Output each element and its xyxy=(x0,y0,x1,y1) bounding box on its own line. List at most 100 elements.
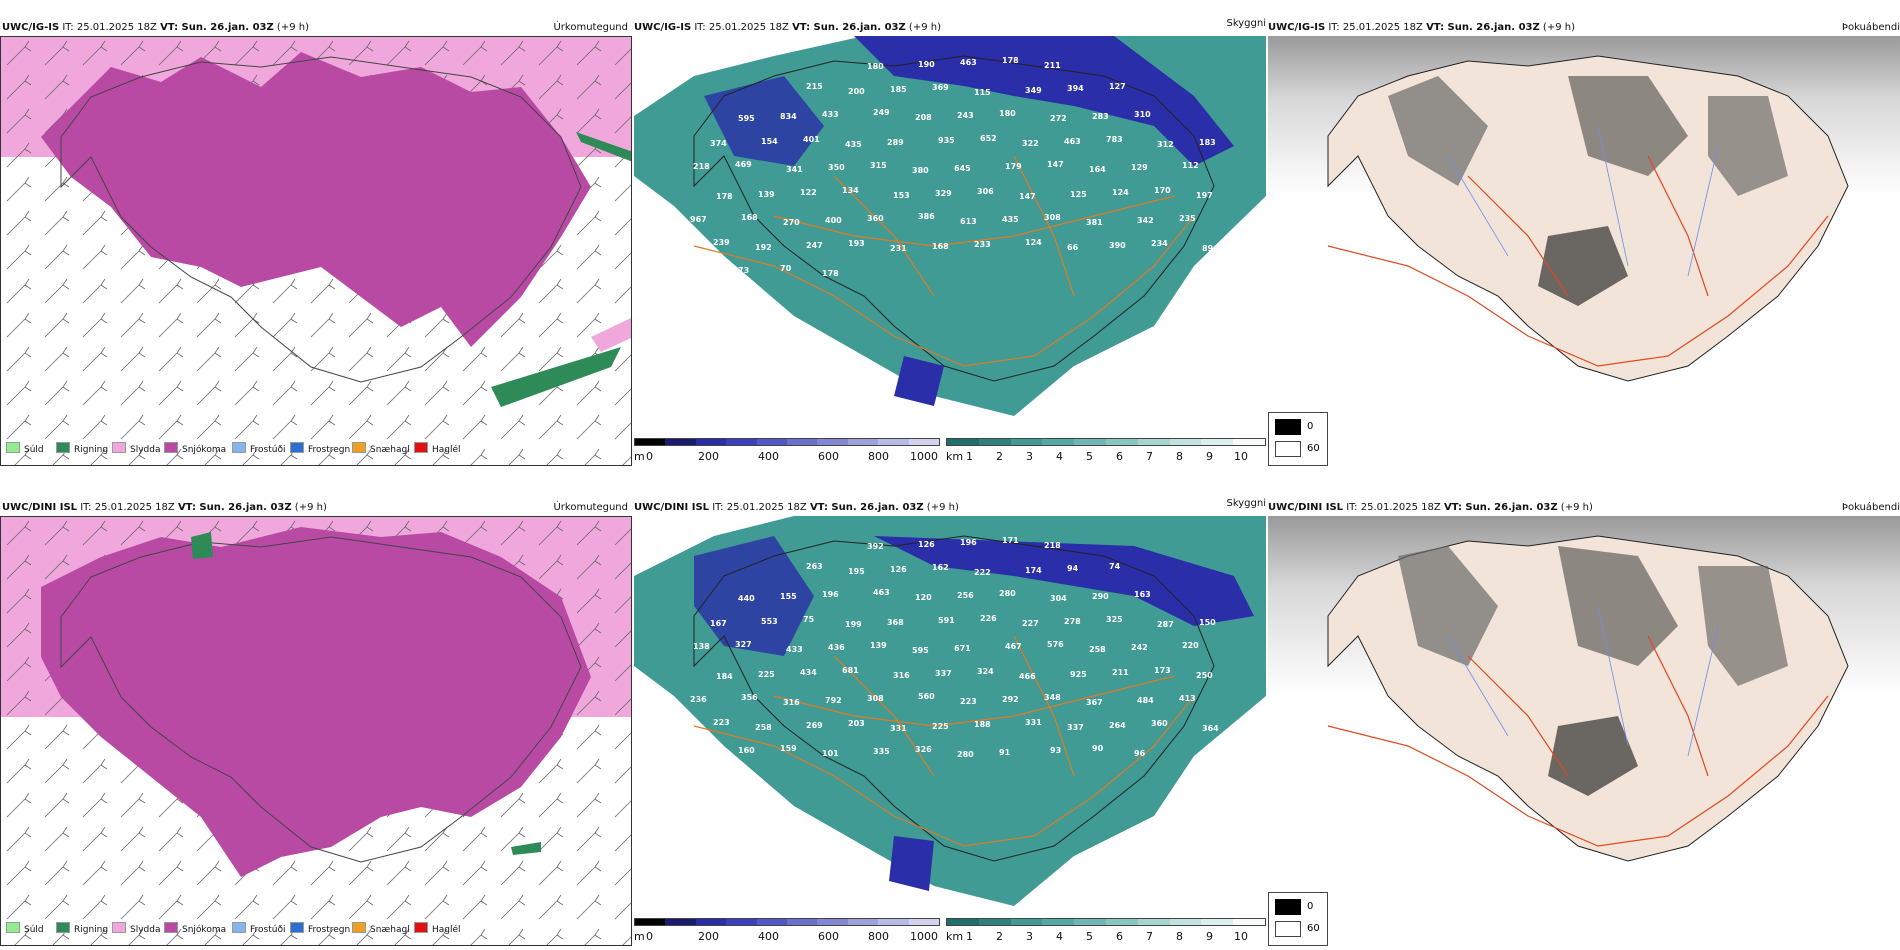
ceiling-value-label: 591 xyxy=(938,616,955,625)
colorbar-unit: m xyxy=(634,930,645,943)
ceiling-value-label: 129 xyxy=(1131,163,1148,172)
visibility-colorbar: km 1 2 3 4 5 6 7 8 9 10 xyxy=(946,918,1266,946)
ceiling-value-label: 469 xyxy=(735,160,752,169)
ceiling-value-label: 264 xyxy=(1109,721,1126,730)
fog-legend-tick: 0 xyxy=(1307,421,1314,432)
ceiling-value-label: 220 xyxy=(1182,641,1199,650)
lead-time: (+9 h) xyxy=(1542,22,1575,33)
ceiling-value-label: 96 xyxy=(1134,749,1146,758)
ceiling-value-label: 360 xyxy=(867,214,884,223)
colorbar-tick: 2 xyxy=(996,930,1003,943)
legend-item: Haglél xyxy=(414,442,461,455)
precip-legend: Súld Rigning Slydda Snjókoma Frostúði Fr… xyxy=(4,442,464,456)
ceiling-value-label: 436 xyxy=(828,643,845,652)
ceiling-value-label: 381 xyxy=(1086,218,1103,227)
fog-map-svg xyxy=(1268,516,1900,916)
colorbar-tick: 400 xyxy=(758,450,779,463)
ceiling-value-label: 463 xyxy=(873,588,890,597)
valid-time: VT: Sun. 26.jan. 03Z xyxy=(792,22,906,33)
colorbar-tick: 5 xyxy=(1086,930,1093,943)
fog-map-svg xyxy=(1268,36,1900,436)
ceiling-value-label: 329 xyxy=(935,189,952,198)
ceiling-value-label: 218 xyxy=(1044,541,1061,550)
ceiling-value-label: 171 xyxy=(1002,536,1019,545)
ceiling-value-label: 327 xyxy=(735,640,752,649)
rain-streak xyxy=(576,132,631,162)
valid-time: VT: Sun. 26.jan. 03Z xyxy=(1426,22,1540,33)
valid-time: VT: Sun. 26.jan. 03Z xyxy=(809,502,924,513)
ceiling-value-label: 325 xyxy=(1106,615,1123,624)
ceiling-value-label: 783 xyxy=(1106,135,1123,144)
sleet-patch xyxy=(591,317,631,352)
ceiling-value-label: 178 xyxy=(1002,56,1019,65)
init-time: IT: 25.01.2025 18Z xyxy=(1328,22,1423,33)
model-name: UWC/IG-IS xyxy=(634,22,692,33)
colorbar-tick: 800 xyxy=(868,930,889,943)
ceiling-value-label: 226 xyxy=(980,614,997,623)
ceiling-value-label: 324 xyxy=(977,667,994,676)
ceiling-panel-top: UWC/IG-IS IT: 25.01.2025 18Z VT: Sun. 26… xyxy=(634,14,1266,466)
ceiling-value-label: 233 xyxy=(974,240,991,249)
ceiling-value-label: 160 xyxy=(738,746,755,755)
ceiling-value-label: 652 xyxy=(980,134,997,143)
ceiling-value-label: 192 xyxy=(755,243,772,252)
colorbar-tick: 10 xyxy=(1234,450,1248,463)
ceiling-value-label: 153 xyxy=(893,191,910,200)
colorbar-tick: 0 xyxy=(646,450,653,463)
init-time: IT: 25.01.2025 18Z xyxy=(694,22,789,33)
ceiling-value-label: 179 xyxy=(1005,162,1022,171)
ceiling-value-label: 433 xyxy=(786,645,803,654)
ceiling-low xyxy=(694,536,814,656)
model-name: UWC/IG-IS xyxy=(2,22,60,33)
colorbar-unit: km xyxy=(946,930,964,943)
legend-item: Rigning xyxy=(56,442,108,455)
ceiling-value-label: 183 xyxy=(1199,138,1216,147)
ceiling-value-label: 227 xyxy=(1022,619,1039,628)
ceiling-value-label: 66 xyxy=(1067,243,1079,252)
ceiling-value-label: 155 xyxy=(780,592,797,601)
ceiling-value-label: 243 xyxy=(957,111,974,120)
ceiling-value-label: 331 xyxy=(1025,718,1042,727)
model-name: UWC/DINI ISL xyxy=(2,502,78,513)
colorbar-tick: 2 xyxy=(996,450,1003,463)
lead-time: (+9 h) xyxy=(926,502,959,513)
init-time: IT: 25.01.2025 18Z xyxy=(80,502,175,513)
panel-header: UWC/DINI ISL IT: 25.01.2025 18Z VT: Sun.… xyxy=(1268,502,1593,514)
ceiling-value-label: 315 xyxy=(870,161,887,170)
ceiling-value-label: 326 xyxy=(915,745,932,754)
ceiling-value-label: 184 xyxy=(716,672,733,681)
ceiling-value-label: 199 xyxy=(845,620,862,629)
colorbar-tick: 1000 xyxy=(910,450,938,463)
ceiling-value-label: 208 xyxy=(915,113,932,122)
ceiling-value-label: 386 xyxy=(918,212,935,221)
panel-title: Úrkomutegund xyxy=(553,22,628,33)
ceiling-value-label: 231 xyxy=(890,244,907,253)
fog-dark xyxy=(1398,546,1498,666)
ceiling-value-label: 247 xyxy=(806,241,823,250)
colorbar-tick: 0 xyxy=(646,930,653,943)
legend-item: Frostúði xyxy=(232,922,285,935)
colorbar-tick: 4 xyxy=(1056,930,1063,943)
ceiling-value-label: 350 xyxy=(828,163,845,172)
ceiling-value-label: 645 xyxy=(954,164,971,173)
colorbar-tick: 600 xyxy=(818,450,839,463)
ceiling-colorbar: m 0 200 400 600 800 1000 xyxy=(634,918,940,946)
panel-title: Þokuábendi xyxy=(1841,22,1900,33)
ceiling-value-label: 222 xyxy=(974,568,991,577)
ceiling-value-label: 280 xyxy=(999,589,1016,598)
ceiling-value-label: 337 xyxy=(935,669,952,678)
fog-dark xyxy=(1698,566,1788,686)
ceiling-value-label: 223 xyxy=(960,697,977,706)
ceiling-value-label: 139 xyxy=(870,641,887,650)
ceiling-value-label: 126 xyxy=(918,540,935,549)
ceiling-value-label: 374 xyxy=(710,139,727,148)
ceiling-value-label: 200 xyxy=(848,87,865,96)
ceiling-value-label: 70 xyxy=(780,264,792,273)
ceiling-value-label: 193 xyxy=(848,239,865,248)
ceiling-value-label: 349 xyxy=(1025,86,1042,95)
init-time: IT: 25.01.2025 18Z xyxy=(1346,502,1441,513)
ceiling-value-label: 139 xyxy=(758,190,775,199)
ceiling-value-label: 435 xyxy=(845,140,862,149)
roads xyxy=(693,155,1195,367)
fog-panel-bottom: UWC/DINI ISL IT: 25.01.2025 18Z VT: Sun.… xyxy=(1268,494,1900,946)
